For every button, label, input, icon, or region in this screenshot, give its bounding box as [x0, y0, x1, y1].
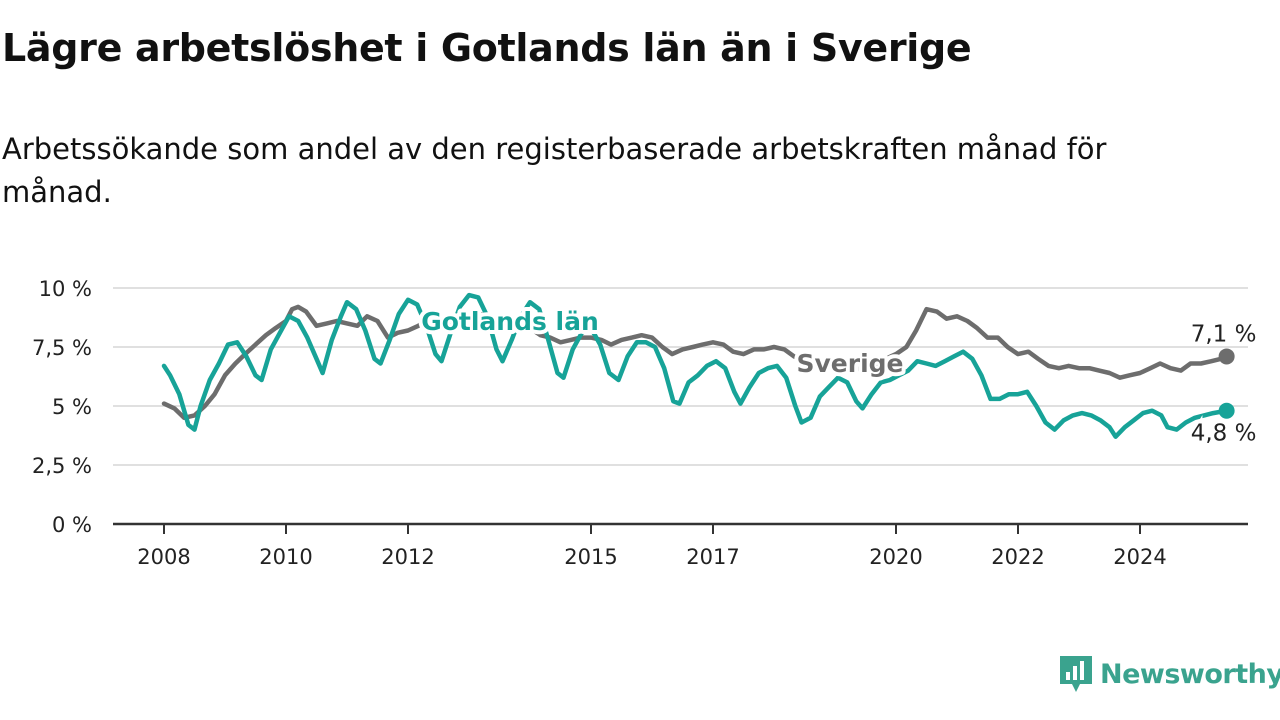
- y-tick-label: 0 %: [52, 513, 92, 537]
- x-axis: 2008 2010 2012 2015 2017 2020 2022 2024: [113, 522, 1248, 569]
- series-lines: [161, 292, 1235, 439]
- newsworthy-logo: Newsworthy: [1058, 654, 1280, 694]
- y-tick-label: 5 %: [52, 395, 92, 419]
- x-tick-label: 2017: [686, 545, 739, 569]
- series-labels: 7,1 % 4,8 % Gotlands län Sverige: [417, 303, 1259, 450]
- x-tick-label: 2008: [137, 545, 190, 569]
- series-end-point: [1218, 348, 1235, 365]
- series-label-gotland: Gotlands län: [421, 307, 599, 336]
- chart-title: Lägre arbetslöshet i Gotlands län än i S…: [2, 26, 972, 70]
- y-tick-label: 10 %: [39, 277, 92, 301]
- x-tick-label: 2022: [991, 545, 1044, 569]
- x-tick-label: 2010: [259, 545, 312, 569]
- x-tick-label: 2012: [381, 545, 434, 569]
- series-line-sverige: [161, 304, 1229, 421]
- series-line-gotland: [161, 292, 1229, 439]
- series-end-point: [1218, 402, 1235, 419]
- newsworthy-logo-icon: [1060, 656, 1092, 692]
- y-axis-ticks: 0 % 2,5 % 5 % 7,5 % 10 %: [32, 277, 92, 537]
- x-tick-label: 2020: [869, 545, 922, 569]
- chart-subtitle: Arbetssökande som andel av den registerb…: [2, 132, 1107, 209]
- x-tick-label: 2015: [564, 545, 617, 569]
- x-tick-label: 2024: [1113, 545, 1166, 569]
- grid-lines: [113, 287, 1248, 466]
- end-value-sverige: 7,1 %: [1191, 321, 1257, 347]
- series-label-sverige: Sverige: [796, 349, 903, 378]
- y-tick-label: 7,5 %: [32, 336, 92, 360]
- brand-name: Newsworthy: [1100, 658, 1280, 690]
- y-tick-label: 2,5 %: [32, 454, 92, 478]
- end-value-gotland: 4,8 %: [1191, 421, 1257, 447]
